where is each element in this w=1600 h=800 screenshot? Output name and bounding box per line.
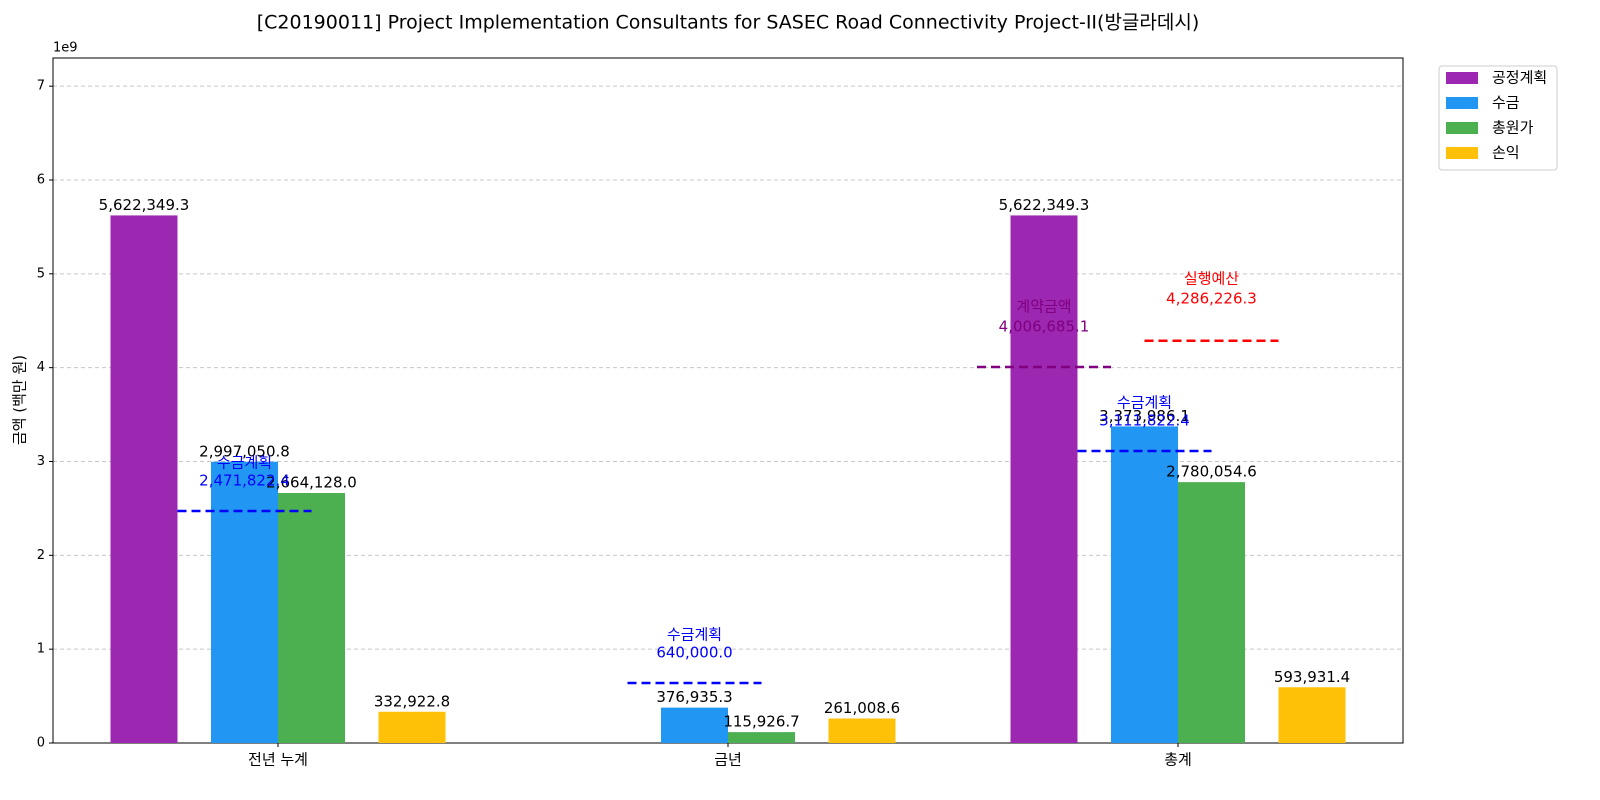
value-label: 332,922.8 bbox=[374, 692, 450, 710]
value-label: 3,373,986.1 bbox=[1099, 407, 1190, 425]
legend-swatch bbox=[1446, 147, 1478, 159]
reference-name: 수금계획 bbox=[667, 625, 722, 643]
reference-label: 640,000.0 bbox=[656, 643, 732, 661]
bar bbox=[378, 711, 446, 743]
bar bbox=[828, 718, 896, 743]
value-label: 593,931.4 bbox=[1274, 668, 1350, 686]
x-tick-label: 전년 누계 bbox=[248, 751, 308, 769]
value-label: 376,935.3 bbox=[656, 688, 732, 706]
reference-label: 3,111,822.4 bbox=[1099, 412, 1190, 430]
value-label: 2,664,128.0 bbox=[266, 474, 357, 492]
bar bbox=[1111, 426, 1178, 743]
y-tick-label: 1 bbox=[37, 642, 45, 657]
x-tick-label: 총계 bbox=[1164, 751, 1192, 769]
legend-box bbox=[1438, 65, 1558, 171]
reference-label: 2,471,822.4 bbox=[199, 472, 290, 490]
axis-offset: 1e9 bbox=[53, 41, 78, 56]
reference-name: 수금계획 bbox=[217, 454, 272, 472]
value-label: 2,780,054.6 bbox=[1166, 463, 1257, 481]
y-axis-label: 금액 (백만 원) bbox=[11, 355, 29, 445]
y-tick-label: 6 bbox=[37, 172, 45, 187]
value-label: 5,622,349.3 bbox=[999, 196, 1090, 214]
bar bbox=[1178, 482, 1245, 743]
bar bbox=[211, 461, 278, 743]
y-tick-label: 5 bbox=[37, 266, 45, 281]
reference-label: 4,286,226.3 bbox=[1166, 289, 1257, 307]
bar bbox=[110, 215, 178, 743]
reference-name: 계약금액 bbox=[1016, 298, 1071, 316]
legend-swatch bbox=[1446, 122, 1478, 134]
legend-label: 수금 bbox=[1492, 94, 1520, 112]
legend-label: 총원가 bbox=[1492, 119, 1534, 137]
chart-title: [C20190011] Project Implementation Consu… bbox=[257, 12, 1200, 34]
bar bbox=[728, 732, 795, 743]
bar bbox=[1010, 215, 1078, 743]
value-label: 115,926.7 bbox=[723, 713, 799, 731]
value-label: 5,622,349.3 bbox=[99, 196, 190, 214]
y-tick-label: 3 bbox=[37, 454, 45, 469]
legend-swatch bbox=[1446, 72, 1478, 84]
y-tick-label: 7 bbox=[37, 79, 45, 94]
value-label: 261,008.6 bbox=[824, 699, 900, 717]
reference-name: 수금계획 bbox=[1117, 394, 1172, 412]
bar bbox=[1278, 687, 1346, 743]
y-tick-label: 0 bbox=[37, 736, 45, 751]
y-tick-label: 4 bbox=[37, 360, 45, 375]
value-label: 2,997,050.8 bbox=[199, 442, 290, 460]
legend-label: 공정계획 bbox=[1492, 69, 1547, 87]
legend-swatch bbox=[1446, 97, 1478, 109]
legend-label: 손익 bbox=[1492, 144, 1520, 162]
reference-label: 4,006,685.1 bbox=[999, 318, 1090, 336]
reference-name: 실행예산 bbox=[1184, 269, 1239, 287]
y-tick-label: 2 bbox=[37, 548, 45, 563]
x-tick-label: 금년 bbox=[714, 751, 742, 769]
bar bbox=[278, 493, 345, 743]
bar bbox=[661, 707, 728, 743]
